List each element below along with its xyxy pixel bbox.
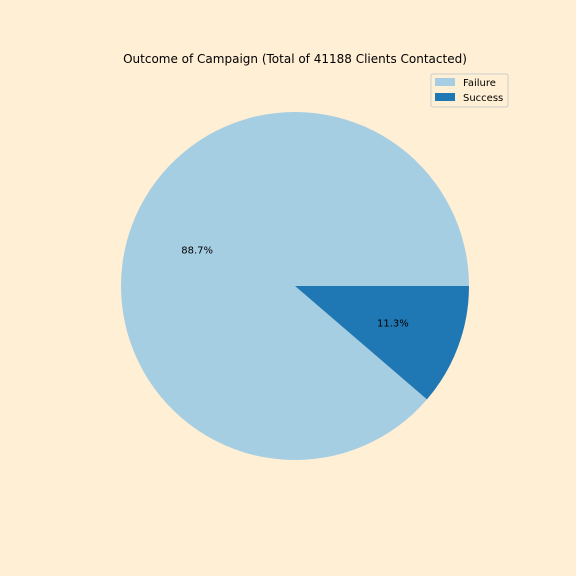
pie-label-success: 11.3% xyxy=(377,318,409,329)
legend-label-success: Success xyxy=(463,93,503,104)
pie-label-failure: 88.7% xyxy=(181,246,213,257)
legend-swatch-success xyxy=(435,93,455,101)
legend-swatch-failure xyxy=(435,78,455,86)
pie-slices xyxy=(121,111,469,461)
pie-value-labels: 88.7% 11.3% xyxy=(181,246,409,330)
legend-label-failure: Failure xyxy=(463,78,496,89)
pie-slice-success xyxy=(295,286,469,400)
chart-title: Outcome of Campaign (Total of 41188 Clie… xyxy=(123,52,467,66)
legend: Failure Success xyxy=(430,73,509,108)
